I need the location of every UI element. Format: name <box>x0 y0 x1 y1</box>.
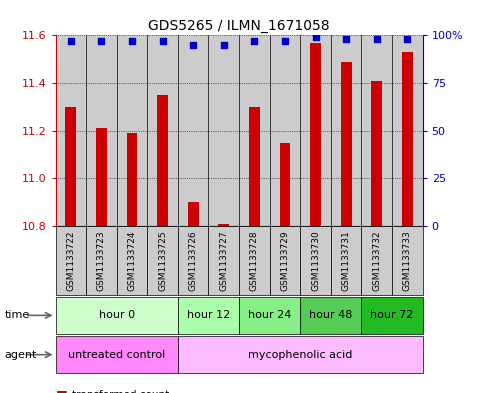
Text: hour 24: hour 24 <box>248 310 291 320</box>
Text: GSM1133732: GSM1133732 <box>372 230 381 291</box>
Bar <box>86 35 117 226</box>
Bar <box>56 297 178 334</box>
Bar <box>209 35 239 226</box>
Text: GSM1133727: GSM1133727 <box>219 230 228 291</box>
Point <box>159 38 167 44</box>
Bar <box>361 297 423 334</box>
Bar <box>239 226 270 295</box>
Point <box>251 38 258 44</box>
Bar <box>371 81 382 226</box>
Bar <box>310 42 321 226</box>
Bar <box>280 143 290 226</box>
Point <box>403 36 411 42</box>
Text: hour 0: hour 0 <box>99 310 135 320</box>
Text: GSM1133730: GSM1133730 <box>311 230 320 291</box>
Text: hour 48: hour 48 <box>309 310 353 320</box>
Point <box>281 38 289 44</box>
Bar <box>300 35 331 226</box>
Bar <box>341 62 352 226</box>
Point <box>128 38 136 44</box>
Bar <box>157 95 168 226</box>
Point <box>189 42 197 48</box>
Bar <box>402 52 412 226</box>
Point <box>342 36 350 42</box>
Bar <box>56 35 86 226</box>
Point <box>220 42 227 48</box>
Bar <box>209 226 239 295</box>
Title: GDS5265 / ILMN_1671058: GDS5265 / ILMN_1671058 <box>148 19 330 33</box>
Bar <box>270 35 300 226</box>
Text: ■: ■ <box>56 388 67 393</box>
Bar <box>361 35 392 226</box>
Bar <box>147 35 178 226</box>
Text: mycophenolic acid: mycophenolic acid <box>248 350 353 360</box>
Text: GSM1133731: GSM1133731 <box>341 230 351 291</box>
Text: hour 72: hour 72 <box>370 310 414 320</box>
Bar <box>56 336 178 373</box>
Text: GSM1133725: GSM1133725 <box>158 230 167 291</box>
Text: GSM1133722: GSM1133722 <box>66 230 75 290</box>
Point <box>373 36 381 42</box>
Text: GSM1133726: GSM1133726 <box>189 230 198 291</box>
Text: agent: agent <box>5 350 37 360</box>
Bar <box>249 107 260 226</box>
Text: untreated control: untreated control <box>68 350 165 360</box>
Bar <box>392 35 423 226</box>
Bar <box>239 297 300 334</box>
Bar <box>300 297 361 334</box>
Text: hour 12: hour 12 <box>187 310 230 320</box>
Bar <box>178 226 209 295</box>
Bar <box>56 226 86 295</box>
Text: GSM1133728: GSM1133728 <box>250 230 259 291</box>
Bar <box>127 133 137 226</box>
Text: time: time <box>5 310 30 320</box>
Bar <box>361 226 392 295</box>
Bar <box>331 226 361 295</box>
Text: GSM1133733: GSM1133733 <box>403 230 412 291</box>
Bar <box>392 226 423 295</box>
Bar <box>147 226 178 295</box>
Bar <box>300 226 331 295</box>
Point <box>312 34 319 40</box>
Bar <box>178 297 239 334</box>
Text: GSM1133724: GSM1133724 <box>128 230 137 290</box>
Bar <box>178 336 423 373</box>
Text: GSM1133723: GSM1133723 <box>97 230 106 291</box>
Bar <box>270 226 300 295</box>
Bar <box>331 35 361 226</box>
Bar <box>178 35 209 226</box>
Bar <box>239 35 270 226</box>
Text: transformed count: transformed count <box>72 390 170 393</box>
Point <box>67 38 75 44</box>
Bar <box>188 202 199 226</box>
Bar <box>96 128 107 226</box>
Bar <box>218 224 229 226</box>
Bar <box>86 226 117 295</box>
Point <box>98 38 105 44</box>
Bar <box>117 226 147 295</box>
Text: GSM1133729: GSM1133729 <box>281 230 289 291</box>
Bar <box>66 107 76 226</box>
Bar <box>117 35 147 226</box>
